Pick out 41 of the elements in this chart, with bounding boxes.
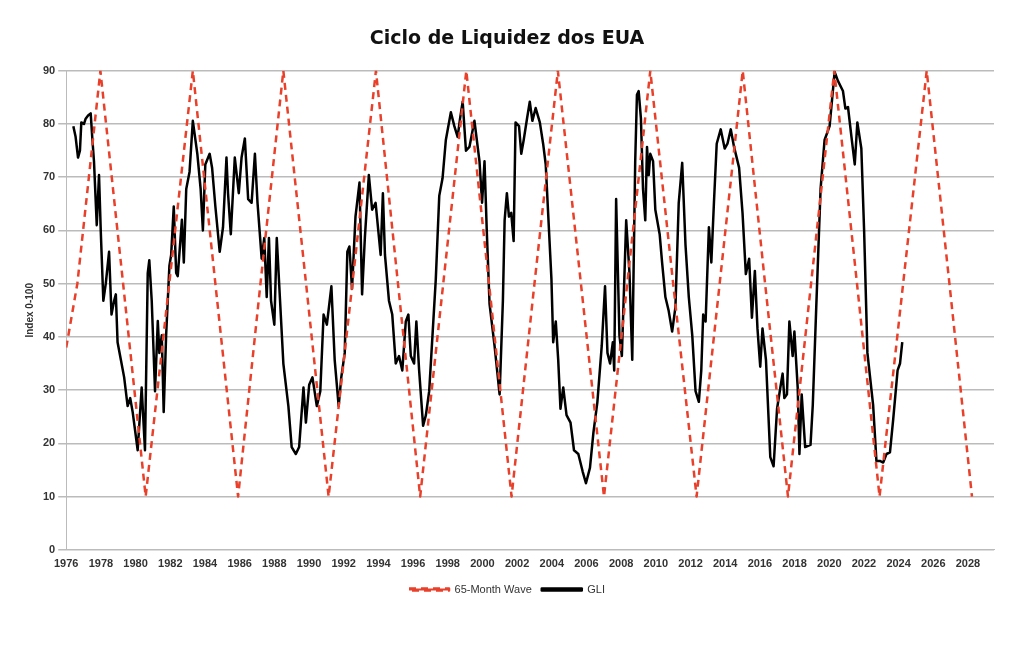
x-tick-label: 2014 <box>712 557 739 570</box>
y-tick-label: 70 <box>42 170 56 183</box>
y-tick-label: 90 <box>42 63 56 76</box>
x-tick-label: 2008 <box>608 557 634 570</box>
x-tick-label: 2028 <box>955 557 981 570</box>
x-tick-label: 2010 <box>643 557 669 570</box>
x-tick-label: 1982 <box>158 557 183 570</box>
y-tick-label: 80 <box>42 117 56 130</box>
x-tick-label: 1976 <box>53 557 79 570</box>
x-tick-label: 1990 <box>296 557 322 570</box>
y-tick-label: 0 <box>49 542 56 555</box>
x-tick-label: 2012 <box>678 557 703 570</box>
y-tick-label: 50 <box>42 276 56 289</box>
x-tick-label: 1978 <box>88 557 114 570</box>
legend-label: 65-Month Wave <box>454 582 532 595</box>
x-tick-label: 1994 <box>366 557 392 570</box>
x-tick-label: 1986 <box>227 557 252 570</box>
y-tick-label: 20 <box>42 436 56 449</box>
x-tick-label: 2004 <box>539 557 565 570</box>
x-tick-label: 1980 <box>123 557 148 570</box>
y-tick-label: 60 <box>42 223 56 236</box>
chart-title: Ciclo de Liquidez dos EUA <box>369 26 645 49</box>
x-tick-label: 2020 <box>817 557 842 570</box>
y-tick-label: 40 <box>42 329 56 342</box>
x-tick-label: 2018 <box>782 557 807 570</box>
x-tick-label: 2026 <box>921 557 946 570</box>
y-axis-title: Index 0-100 <box>23 282 35 338</box>
y-tick-label: 10 <box>42 489 56 502</box>
x-tick-label: 1988 <box>262 557 287 570</box>
x-tick-label: 1996 <box>400 557 426 570</box>
x-tick-label: 2024 <box>886 557 912 570</box>
x-tick-label: 2016 <box>747 557 773 570</box>
x-tick-label: 2000 <box>470 557 495 570</box>
x-tick-label: 2006 <box>574 557 599 570</box>
x-tick-label: 1998 <box>435 557 460 570</box>
x-tick-label: 1984 <box>192 557 219 570</box>
legend-label: GLI <box>587 582 605 595</box>
y-tick-label: 30 <box>42 383 56 396</box>
x-tick-label: 2002 <box>504 557 530 570</box>
x-tick-label: 1992 <box>331 557 356 570</box>
x-tick-label: 2022 <box>851 557 877 570</box>
